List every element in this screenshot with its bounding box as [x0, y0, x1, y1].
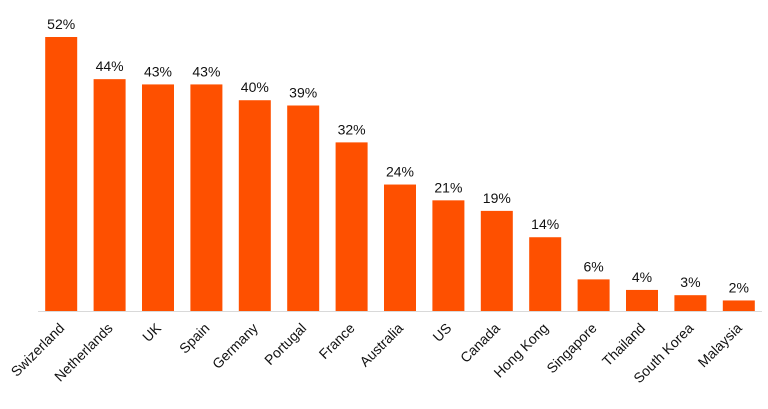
bar [722, 300, 755, 311]
value-label: 43% [144, 63, 172, 79]
x-tick-label: Spain [176, 320, 213, 357]
x-tick-label: Australia [356, 320, 406, 370]
bar [384, 184, 416, 311]
bar [674, 295, 707, 311]
x-tick-label: Singapore [543, 320, 600, 377]
bar [45, 37, 78, 311]
bar [142, 84, 174, 311]
value-label: 39% [289, 85, 317, 101]
bar [480, 210, 513, 311]
value-label: 44% [96, 58, 124, 74]
bar [577, 279, 610, 311]
x-tick-label: Malaysia [695, 320, 746, 371]
value-label: 3% [680, 274, 700, 290]
value-label: 6% [583, 258, 603, 274]
x-tick-label: Germany [209, 320, 261, 372]
x-tick-label: UK [139, 319, 165, 345]
bar [287, 105, 320, 311]
value-label: 24% [386, 164, 414, 180]
x-tick-label: France [316, 320, 358, 362]
x-tick-label: Canada [457, 320, 503, 366]
bar [190, 84, 223, 311]
x-tick-label: US [429, 320, 454, 345]
value-label: 43% [192, 63, 220, 79]
value-label: 52% [47, 16, 75, 32]
bar [529, 237, 562, 311]
value-label: 32% [338, 121, 366, 137]
value-label: 21% [434, 179, 462, 195]
value-label: 40% [241, 79, 269, 95]
value-label: 14% [531, 216, 559, 232]
value-label: 2% [729, 279, 749, 295]
bar [432, 200, 465, 311]
bar [238, 100, 271, 311]
value-label: 4% [632, 269, 652, 285]
bar [335, 142, 368, 311]
x-tick-label: Thailand [599, 320, 648, 369]
x-tick-label: Portugal [261, 320, 309, 368]
value-label: 19% [483, 190, 511, 206]
bar [626, 289, 658, 311]
bar [93, 79, 126, 312]
